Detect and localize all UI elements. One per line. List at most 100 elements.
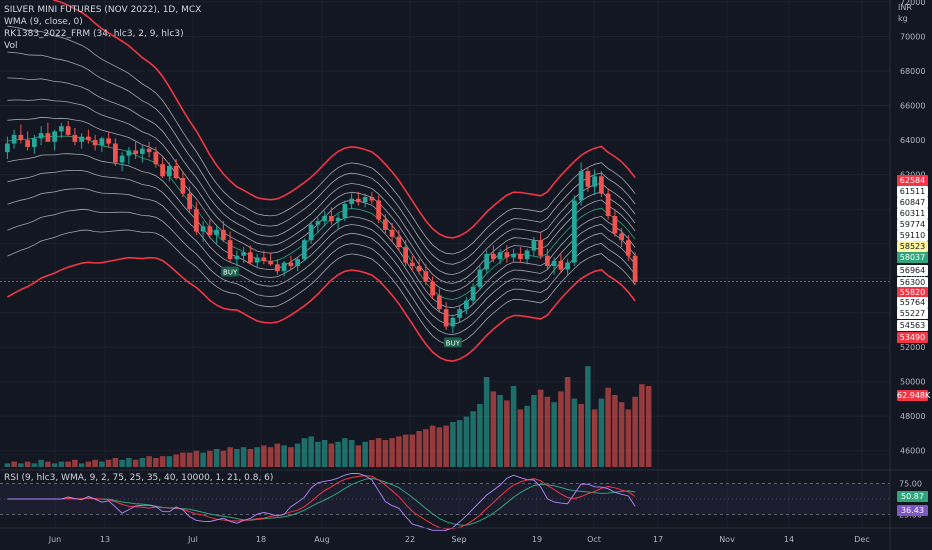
volume-bar: [31, 463, 38, 467]
volume-legend[interactable]: Vol: [4, 41, 18, 51]
volume-bar: [315, 441, 321, 467]
price-axis-label: 68000: [900, 67, 925, 76]
candle: [59, 126, 64, 132]
volume-bar: [308, 436, 314, 467]
candle: [281, 262, 287, 272]
candle: [5, 143, 10, 153]
candle: [227, 240, 233, 260]
time-axis-label: 22: [405, 535, 415, 544]
time-axis-label: 14: [784, 535, 794, 544]
volume-tag: 62.948K: [897, 390, 931, 401]
band-line: [7, 170, 636, 317]
price-axis-label: 70000: [900, 33, 925, 42]
volume-bar: [443, 425, 449, 467]
buy-signal: [221, 266, 240, 277]
volume-bar: [274, 443, 281, 467]
candle: [619, 233, 624, 241]
time-axis-label: Aug: [314, 535, 330, 544]
candle: [99, 138, 105, 146]
volume-bar: [173, 454, 179, 467]
candle: [504, 252, 510, 258]
candle: [491, 253, 496, 260]
volume-bar: [288, 447, 294, 467]
candle: [484, 253, 489, 270]
rsi-legend[interactable]: RSI (9, hlc3, WMA, 9, 2, 75, 25, 35, 40,…: [4, 473, 274, 483]
volume-bar: [112, 458, 119, 467]
volume-bar: [585, 366, 591, 467]
rsi-line: [7, 472, 636, 531]
buy-signal-label: BUY: [446, 339, 461, 347]
symbol-title[interactable]: SILVER MINI FUTURES (NOV 2022), 1D, MCX: [4, 5, 202, 15]
time-axis-label: Sep: [451, 535, 466, 544]
candle: [11, 134, 17, 144]
volume-bar: [119, 459, 125, 467]
volume-bar: [247, 449, 254, 467]
volume-bar: [510, 386, 517, 467]
candle: [254, 257, 260, 263]
volume-bar: [153, 458, 159, 467]
wma-legend[interactable]: WMA (9, close, 0): [4, 17, 83, 27]
volume-bar: [227, 447, 233, 467]
candle: [173, 165, 179, 179]
price-tag: 59110: [897, 230, 928, 241]
candle: [545, 255, 550, 267]
rsi-line: [7, 475, 636, 530]
volume-bar: [389, 438, 395, 467]
candle: [410, 262, 415, 267]
volume-bar: [261, 445, 267, 467]
volume-bar: [456, 420, 463, 467]
volume-bar: [45, 461, 51, 467]
chart-legend: SILVER MINI FUTURES (NOV 2022), 1D, MCX …: [4, 4, 201, 52]
candle: [599, 176, 604, 194]
volume-bar: [301, 438, 308, 467]
volume-bar: [470, 411, 476, 467]
candle: [45, 133, 51, 142]
volume-bar: [146, 456, 152, 467]
candle: [167, 165, 172, 177]
volume-bar: [409, 434, 416, 467]
candle: [288, 262, 294, 267]
volume-bar: [321, 440, 328, 467]
candle: [295, 259, 300, 267]
candle: [72, 134, 78, 142]
price-tag: 55764: [897, 297, 928, 308]
candle: [531, 240, 537, 251]
candle: [140, 148, 145, 154]
buy-signal: [443, 337, 462, 348]
candle: [565, 262, 570, 270]
indicator-legend[interactable]: RK1383_2022_FRM (34, hlc3, 2, 9, hlc3): [4, 29, 184, 39]
volume-bar: [416, 431, 422, 467]
price-tag: 58523: [897, 241, 928, 252]
volume-bar: [78, 463, 85, 467]
candle: [261, 257, 267, 261]
candle: [356, 198, 361, 203]
candle: [551, 260, 557, 267]
volume-bar: [504, 400, 510, 467]
candle: [18, 134, 24, 141]
candle: [180, 178, 186, 194]
price-tag: 54563: [897, 320, 928, 331]
price-axis-label: 50000: [900, 378, 925, 387]
candle: [241, 252, 246, 256]
volume-bar: [65, 461, 71, 467]
price-tag: 58037: [897, 252, 928, 263]
volume-bar: [180, 452, 186, 467]
volume-bar: [294, 443, 301, 467]
volume-bar: [591, 409, 598, 467]
candle: [214, 229, 219, 235]
price-axis-label: 48000: [900, 412, 925, 421]
candle: [403, 247, 408, 263]
volume-bar: [132, 459, 139, 467]
candle: [416, 266, 422, 272]
candle: [234, 255, 240, 260]
candle: [302, 240, 307, 260]
price-tag: 62584: [897, 175, 928, 186]
price-axis-label: 64000: [900, 136, 925, 145]
candle: [437, 295, 442, 310]
candle: [443, 309, 449, 327]
volume-bar: [612, 395, 618, 467]
candle: [25, 140, 30, 147]
volume-bar: [58, 461, 65, 467]
volume-bar: [578, 404, 584, 467]
